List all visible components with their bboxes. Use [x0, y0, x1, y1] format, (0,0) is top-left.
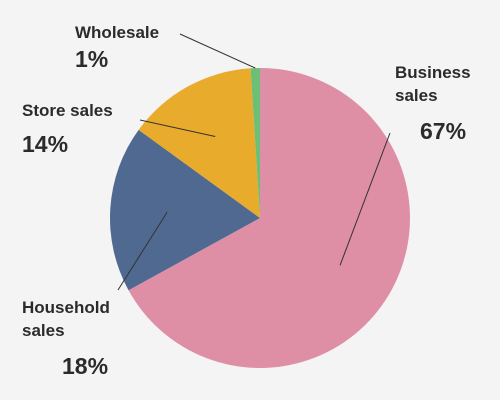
label-business-sales: Business sales 67%	[395, 63, 471, 144]
label-business-sales-line-2: sales	[395, 86, 438, 105]
value-store-sales: 14%	[22, 131, 68, 157]
leader-line-household-sales	[117, 211, 168, 291]
label-store-sales: Store sales 14%	[22, 101, 113, 157]
label-household-sales-line-1: Household	[22, 298, 110, 317]
leader-line-wholesale	[179, 33, 256, 69]
leader-line-business-sales	[339, 132, 391, 266]
value-household-sales: 18%	[62, 353, 108, 379]
pie-slice-household-sales	[109, 129, 260, 291]
value-wholesale: 1%	[75, 46, 108, 72]
value-business-sales: 67%	[420, 118, 466, 144]
pie-slice-business-sales	[128, 68, 410, 368]
pie-slice-wholesale	[250, 68, 260, 218]
label-wholesale: Wholesale 1%	[75, 23, 159, 72]
label-household-sales: Household sales 18%	[22, 298, 110, 379]
pie-slices	[109, 68, 410, 368]
leader-lines	[117, 33, 391, 291]
label-store-sales-line-1: Store sales	[22, 101, 113, 120]
label-wholesale-line-1: Wholesale	[75, 23, 159, 42]
label-business-sales-line-1: Business	[395, 63, 471, 82]
label-household-sales-line-2: sales	[22, 321, 65, 340]
leader-line-store-sales	[139, 119, 216, 137]
pie-slice-store-sales	[138, 68, 260, 218]
